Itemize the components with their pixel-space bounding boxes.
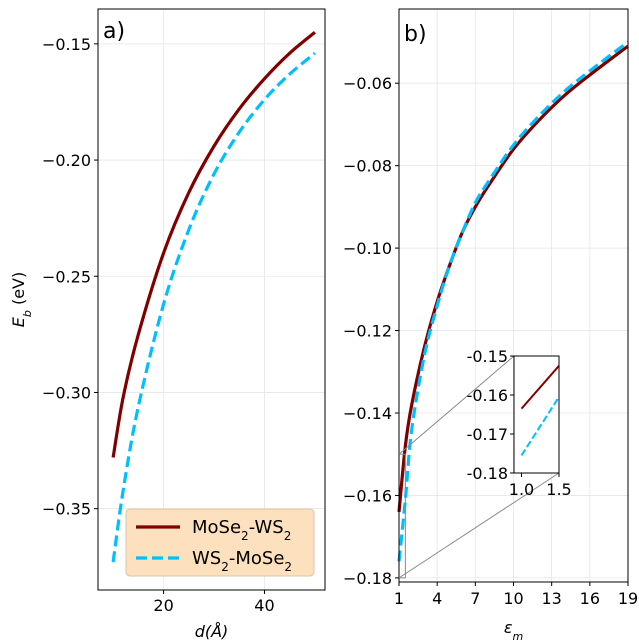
inset-x-tick-label: 1.5 <box>546 480 571 499</box>
y-tick-label: −0.25 <box>42 267 91 286</box>
x-tick-label: 16 <box>580 589 600 608</box>
panel-b: 1 4 7 10 13 16 19 −0.06 −0.08 −0.10 −0.12 −0.14 −0.1… <box>343 8 638 642</box>
y-tick-label: −0.20 <box>42 151 91 170</box>
x-axis-label: d(Å) <box>195 622 229 641</box>
y-tick-label: −0.08 <box>343 157 392 176</box>
y-tick-label: −0.12 <box>343 322 392 341</box>
series-line-ws2-mose2 <box>111 51 316 563</box>
x-tick-label: 1 <box>394 589 404 608</box>
x-tick-label: 7 <box>470 589 480 608</box>
panel-label-b: b) <box>404 22 427 47</box>
inset-y-tick-label: -0.17 <box>467 425 508 444</box>
panel-a: 20 40 −0.15 −0.20 −0.25 −0.30 −0.35 d(Å) Eb (eV)… <box>9 8 326 641</box>
legend: MoSe2-WS2 WS2-MoSe2 <box>125 508 315 577</box>
x-axis-label: εm <box>504 618 523 642</box>
inset-y-tick-label: -0.16 <box>467 386 508 405</box>
inset-y-tick-label: -0.18 <box>467 464 508 483</box>
y-tick-label: −0.15 <box>42 35 91 54</box>
inset-chart: -0.15 -0.16 -0.17 -0.181.0 1.5 <box>398 347 572 579</box>
legend-label: MoSe2-WS2 <box>192 517 291 543</box>
x-tick-label: 19 <box>618 589 638 608</box>
y-tick-label: −0.10 <box>343 239 392 258</box>
plot-frame-a <box>97 8 326 591</box>
series-line-ws2-mose2 <box>397 40 629 562</box>
inset-series-line-mose2-ws2 <box>520 365 560 410</box>
inset-y-tick-label: -0.15 <box>467 347 508 366</box>
y-tick-label: −0.14 <box>343 404 392 423</box>
zoom-connector <box>398 355 515 455</box>
y-tick-label: −0.06 <box>343 74 392 93</box>
series-line-mose2-ws2 <box>397 44 629 513</box>
panel-label-a: a) <box>103 19 125 44</box>
x-tick-label: 20 <box>153 596 173 615</box>
legend-label: WS2-MoSe2 <box>192 548 292 574</box>
inset-frame <box>513 355 560 474</box>
y-tick-label: −0.35 <box>42 500 91 519</box>
y-tick-label: −0.30 <box>42 383 91 402</box>
x-tick-label: 40 <box>254 596 274 615</box>
series-line-mose2-ws2 <box>111 31 316 458</box>
inset-series-line-ws2-mose2 <box>520 396 560 456</box>
inset-x-tick-label: 1.0 <box>509 480 534 499</box>
x-tick-label: 13 <box>541 589 561 608</box>
y-tick-label: −0.16 <box>343 486 392 505</box>
x-tick-label: 4 <box>432 589 442 608</box>
zoom-connector <box>398 472 560 579</box>
x-tick-label: 10 <box>503 589 523 608</box>
y-axis-label: Eb (eV) <box>9 272 34 327</box>
y-tick-label: −0.18 <box>343 569 392 588</box>
